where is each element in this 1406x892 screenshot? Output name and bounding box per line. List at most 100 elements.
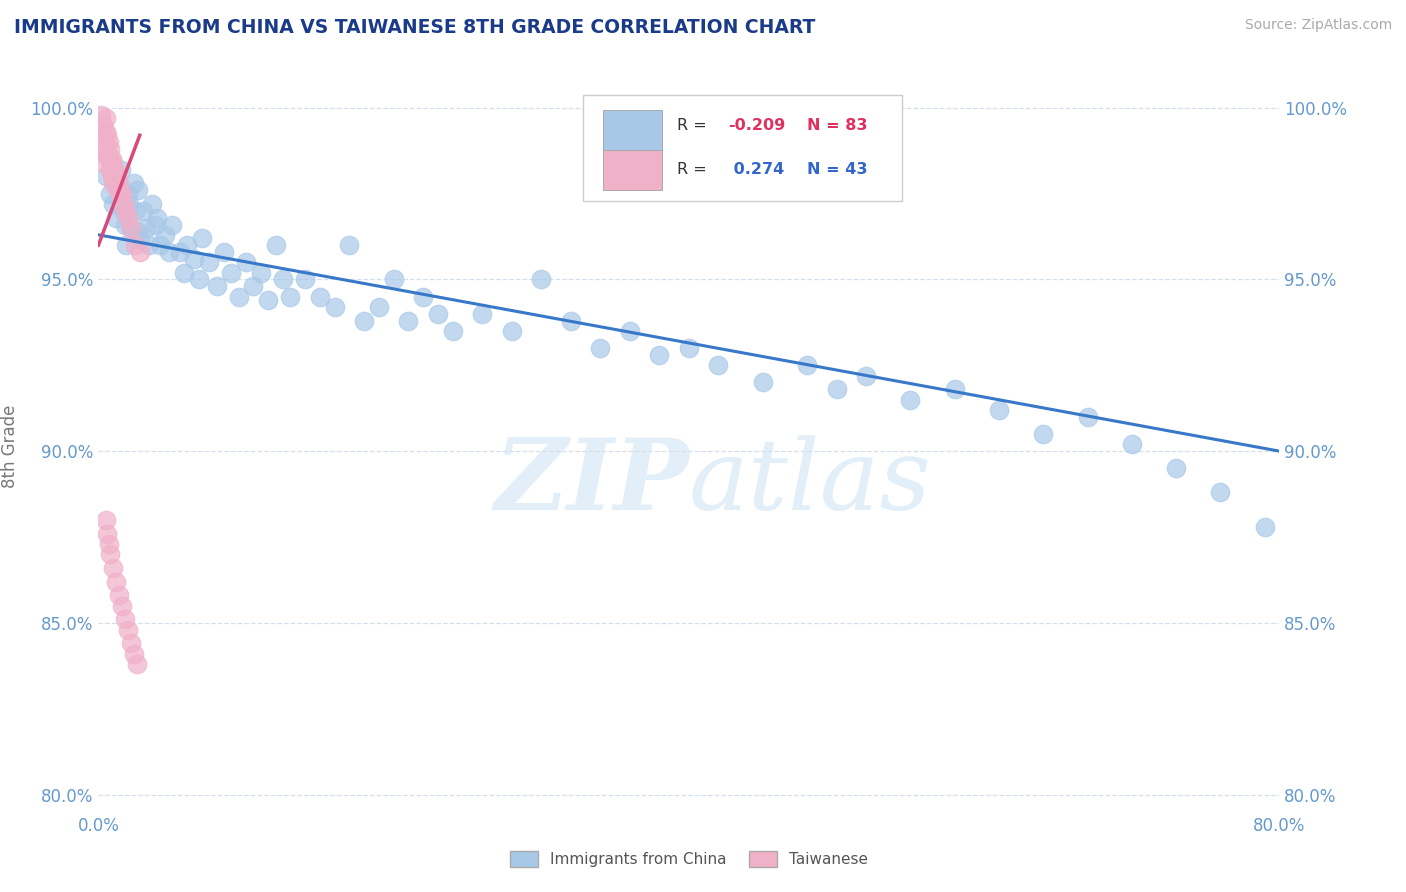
Point [560, 313, 582, 327]
Point [1209, 485, 1232, 500]
Point [96, 149, 118, 163]
Bar [603, 150, 662, 190]
Point [242, 279, 264, 293]
Point [105, 211, 128, 225]
Point [309, 290, 332, 304]
Point [98, 162, 121, 177]
Point [219, 266, 242, 280]
Point [112, 197, 135, 211]
Point [339, 238, 360, 252]
Text: IMMIGRANTS FROM CHINA VS TAIWANESE 8TH GRADE CORRELATION CHART: IMMIGRANTS FROM CHINA VS TAIWANESE 8TH G… [14, 18, 815, 37]
Point [294, 272, 316, 286]
Text: R =: R = [678, 162, 711, 177]
Point [117, 623, 139, 637]
Point [427, 307, 450, 321]
Point [212, 244, 235, 259]
Point [110, 186, 132, 201]
Point [98, 142, 121, 156]
Point [117, 186, 139, 201]
Point [97, 135, 120, 149]
Point [103, 155, 125, 169]
Point [124, 203, 146, 218]
Point [264, 238, 287, 252]
Point [1121, 437, 1143, 451]
Point [103, 561, 125, 575]
Point [198, 255, 221, 269]
Point [796, 359, 818, 373]
Point [619, 324, 641, 338]
Point [323, 300, 346, 314]
Point [157, 244, 180, 259]
Point [94, 513, 117, 527]
Point [103, 176, 125, 190]
Point [825, 382, 848, 396]
Point [91, 128, 114, 143]
Point [987, 403, 1010, 417]
Point [205, 279, 228, 293]
Point [135, 221, 157, 235]
Point [127, 183, 149, 197]
Point [128, 231, 150, 245]
Point [173, 266, 195, 280]
Point [91, 118, 114, 132]
Point [153, 227, 176, 242]
Point [120, 221, 142, 235]
Point [97, 537, 120, 551]
Point [257, 293, 280, 307]
Point [589, 341, 612, 355]
Point [678, 341, 700, 355]
Point [278, 290, 302, 304]
Point [100, 153, 122, 167]
Point [183, 252, 205, 266]
Point [1298, 547, 1320, 561]
Text: Source: ZipAtlas.com: Source: ZipAtlas.com [1244, 18, 1392, 32]
Point [94, 138, 117, 153]
Text: N = 83: N = 83 [807, 118, 868, 133]
Point [105, 574, 128, 589]
Point [120, 636, 142, 650]
Point [141, 197, 163, 211]
Y-axis label: 8th Grade: 8th Grade [1, 404, 20, 488]
Point [1032, 427, 1054, 442]
Point [353, 313, 375, 327]
Point [96, 526, 118, 541]
Bar [603, 110, 662, 150]
Point [396, 313, 419, 327]
Point [149, 238, 172, 252]
Point [751, 376, 773, 390]
Point [107, 183, 129, 197]
Point [115, 238, 138, 252]
Point [441, 324, 464, 338]
Point [124, 238, 146, 252]
Point [648, 348, 671, 362]
Point [93, 155, 115, 169]
Text: atlas: atlas [689, 435, 932, 530]
Point [271, 272, 294, 286]
Point [501, 324, 523, 338]
Point [100, 169, 122, 184]
Point [943, 382, 966, 396]
Point [855, 368, 877, 383]
Point [93, 142, 115, 156]
Point [98, 547, 121, 561]
FancyBboxPatch shape [582, 95, 901, 201]
Point [111, 599, 134, 613]
Point [112, 203, 135, 218]
Text: R =: R = [678, 118, 711, 133]
Point [235, 255, 257, 269]
Point [125, 224, 148, 238]
Point [900, 392, 922, 407]
Point [94, 169, 117, 184]
Text: -0.209: -0.209 [728, 118, 785, 133]
Point [97, 153, 120, 167]
Point [250, 266, 273, 280]
Point [707, 359, 730, 373]
Point [103, 197, 125, 211]
Point [187, 272, 209, 286]
Point [117, 211, 139, 225]
Point [1372, 615, 1395, 630]
Point [90, 107, 112, 121]
Point [382, 272, 405, 286]
Point [114, 218, 136, 232]
Point [162, 218, 183, 232]
